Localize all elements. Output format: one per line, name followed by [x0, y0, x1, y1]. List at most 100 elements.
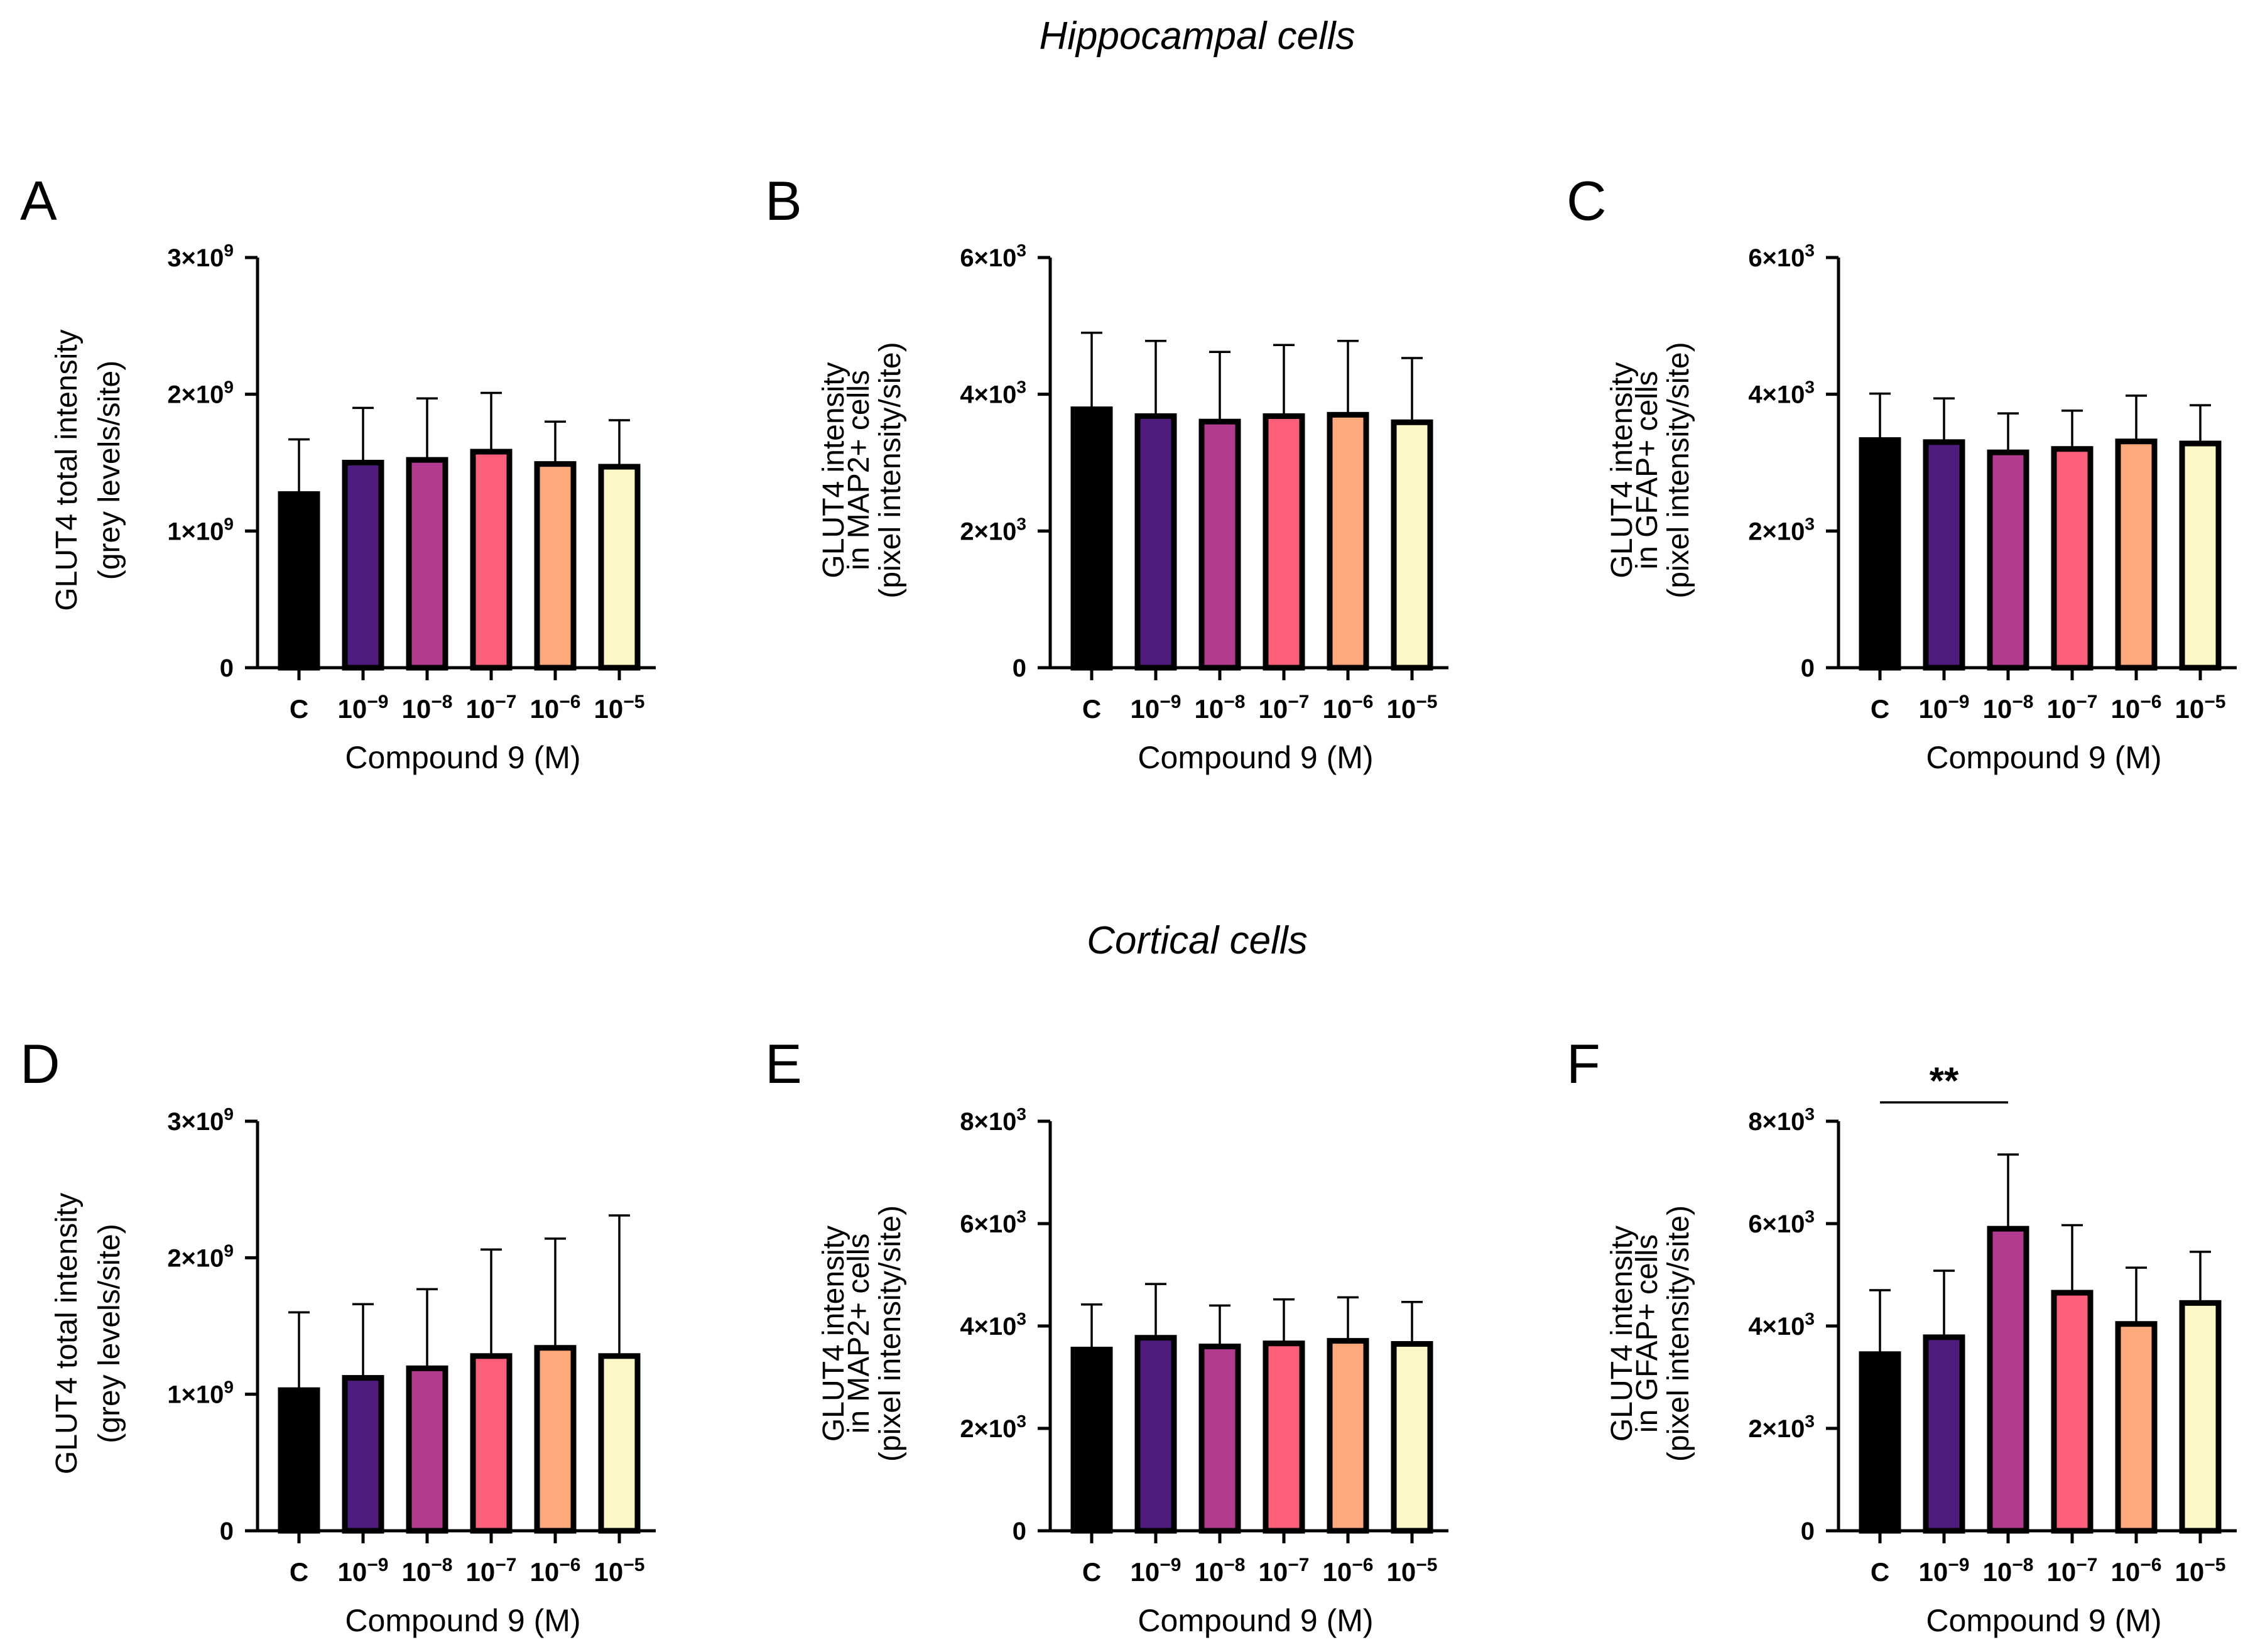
bar: [1134, 1335, 1177, 1534]
y-tick-label-base: 8×10: [1748, 1108, 1805, 1136]
x-tick-label: 10−6: [2111, 692, 2162, 724]
x-tick-label-base: C: [1871, 1557, 1889, 1587]
bar: [1391, 419, 1433, 671]
bar: [1987, 449, 2029, 671]
y-tick-label: 2×103: [1748, 1411, 1815, 1443]
bar: [1070, 1346, 1113, 1534]
x-tick-label: 10−7: [2047, 1555, 2098, 1587]
y-tick-label-base: 6×10: [960, 244, 1016, 272]
x-tick-label-base: 10: [402, 1557, 432, 1587]
y-tick-label-base: 2×10: [960, 1415, 1016, 1443]
x-tick-label: C: [1871, 694, 1889, 724]
y-axis-label: (pixel intensity/site): [874, 1205, 907, 1462]
x-tick-label-base: 10: [1919, 1557, 1948, 1587]
bar: [2179, 440, 2222, 671]
y-axis-label: in GFAP+ cells: [1631, 371, 1664, 569]
x-tick-label: 10−9: [1919, 692, 1970, 724]
y-tick-label-base: 6×10: [960, 1210, 1016, 1238]
x-tick-label: 10−5: [2175, 1555, 2226, 1587]
bar: [1198, 418, 1241, 671]
y-tick-label: 3×109: [167, 1104, 234, 1136]
y-tick-label: 2×109: [167, 378, 234, 409]
x-tick-label: 10−8: [402, 692, 453, 724]
y-axis-label: (grey levels/site): [93, 361, 126, 580]
y-tick-label-base: 6×10: [1748, 244, 1805, 272]
y-tick-label: 0: [1013, 655, 1026, 682]
x-tick-label-exp: −7: [495, 1555, 516, 1575]
x-tick-label-base: 10: [2175, 1557, 2205, 1587]
bar: [534, 461, 577, 671]
x-tick-label-base: 10: [1131, 1557, 1160, 1587]
x-tick-label-base: 10: [1195, 694, 1224, 724]
y-tick-label-base: 0: [220, 655, 234, 682]
y-tick-label-base: 4×10: [1748, 381, 1805, 409]
x-tick-label-base: C: [1082, 1557, 1101, 1587]
y-tick-label: 0: [1801, 655, 1815, 682]
x-axis-label: Compound 9 (M): [1138, 740, 1373, 775]
x-tick-label-base: C: [1082, 694, 1101, 724]
y-tick-label: 4×103: [1748, 1309, 1815, 1340]
bar: [1923, 1334, 1965, 1534]
y-axis-label: (pixel intensity/site): [874, 342, 907, 598]
x-tick-label-exp: −8: [2012, 1555, 2033, 1575]
x-tick-label-exp: −8: [2012, 692, 2033, 712]
x-tick-label-exp: −9: [1160, 692, 1181, 712]
x-axis-label: Compound 9 (M): [345, 1603, 580, 1638]
y-tick-label-exp: 9: [224, 1241, 234, 1260]
y-tick-label-base: 4×10: [960, 1313, 1016, 1340]
bar: [1391, 1341, 1433, 1534]
x-tick-label: 10−5: [1387, 1555, 1438, 1587]
x-tick-label: 10−6: [1323, 692, 1374, 724]
bar: [1859, 1351, 1901, 1534]
bar: [1327, 411, 1369, 671]
y-tick-label-exp: 3: [1805, 1411, 1815, 1431]
bar: [2179, 1300, 2222, 1534]
bar: [1859, 437, 1901, 671]
y-tick-label: 6×103: [1748, 241, 1815, 272]
y-tick-label: 6×103: [1748, 1207, 1815, 1238]
y-tick-label-base: 2×10: [1748, 1415, 1805, 1443]
x-tick-label-base: 10: [2111, 694, 2141, 724]
bar: [342, 1375, 384, 1534]
x-tick-label-exp: −6: [559, 692, 580, 712]
y-axis-label: GLUT4 intensity: [817, 362, 850, 578]
x-tick-label-exp: −9: [1948, 1555, 1969, 1575]
bar: [2051, 446, 2094, 671]
x-tick-label-base: 10: [466, 694, 496, 724]
y-tick-label: 0: [1013, 1518, 1026, 1545]
significance-label: **: [1930, 1060, 1959, 1102]
x-tick-label: 10−8: [402, 1555, 453, 1587]
y-tick-label-exp: 3: [1016, 1207, 1026, 1226]
x-tick-label-base: C: [1871, 694, 1889, 724]
bar: [1987, 1225, 2029, 1534]
y-axis-label: in MAP2+ cells: [842, 370, 876, 570]
y-tick-label-exp: 3: [1016, 1309, 1026, 1329]
bar: [1923, 439, 1965, 671]
x-tick-label-exp: −8: [1224, 692, 1245, 712]
x-tick-label-base: 10: [2047, 694, 2077, 724]
y-tick-label-base: 0: [220, 1518, 234, 1545]
x-tick-label: C: [290, 694, 308, 724]
y-axis-label: GLUT4 intensity: [817, 1225, 850, 1442]
y-axis-label: GLUT4 intensity: [1605, 1225, 1639, 1442]
y-tick-label-exp: 9: [224, 1378, 234, 1397]
y-tick-label-base: 1×10: [167, 1381, 224, 1409]
x-axis-label: Compound 9 (M): [345, 740, 580, 775]
y-tick-label: 4×103: [1748, 378, 1815, 409]
bar: [470, 448, 513, 671]
x-tick-label-exp: −5: [623, 1555, 644, 1575]
y-tick-label-base: 1×10: [167, 518, 224, 545]
x-tick-label: C: [1082, 1557, 1101, 1587]
x-tick-label: 10−9: [338, 692, 389, 724]
panel-letter: C: [1567, 170, 1607, 232]
x-tick-label: 10−9: [1131, 692, 1181, 724]
y-tick-label-base: 4×10: [960, 381, 1016, 409]
y-tick-label-base: 0: [1013, 1518, 1026, 1545]
x-tick-label-base: 10: [1323, 1557, 1352, 1587]
x-axis-label: Compound 9 (M): [1138, 1603, 1373, 1638]
y-tick-label: 6×103: [960, 1207, 1026, 1238]
panel-letter: F: [1567, 1033, 1600, 1095]
x-tick-label-base: 10: [1983, 694, 2012, 724]
x-tick-label-base: 10: [2047, 1557, 2077, 1587]
